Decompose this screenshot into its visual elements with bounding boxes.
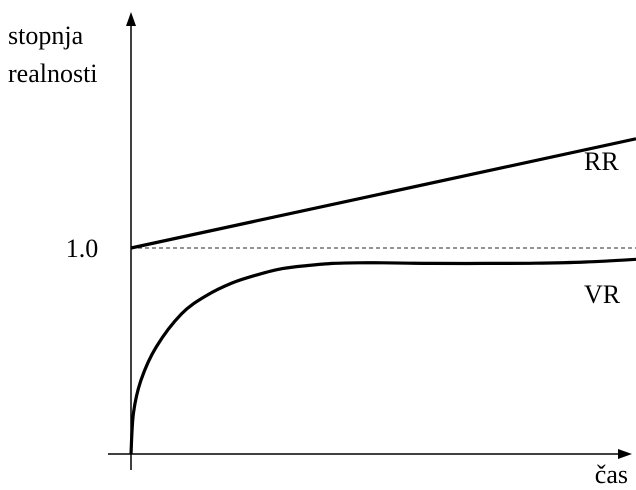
series-rr-label: RR: [584, 147, 619, 176]
x-axis-label: čas: [595, 460, 628, 489]
y-axis-label-line-1: stopnja: [8, 21, 84, 50]
series-rr-line: [130, 137, 636, 250]
y-tick-label: 1.0: [66, 234, 99, 263]
x-axis-arrow-icon: [618, 449, 632, 459]
series-vr-label: VR: [584, 280, 621, 309]
axes: [108, 12, 632, 470]
plot-area: [129, 137, 636, 455]
y-axis-arrow-icon: [126, 12, 136, 26]
series-vr-line: [129, 257, 636, 455]
y-axis-label-line-2: realnosti: [8, 59, 98, 88]
